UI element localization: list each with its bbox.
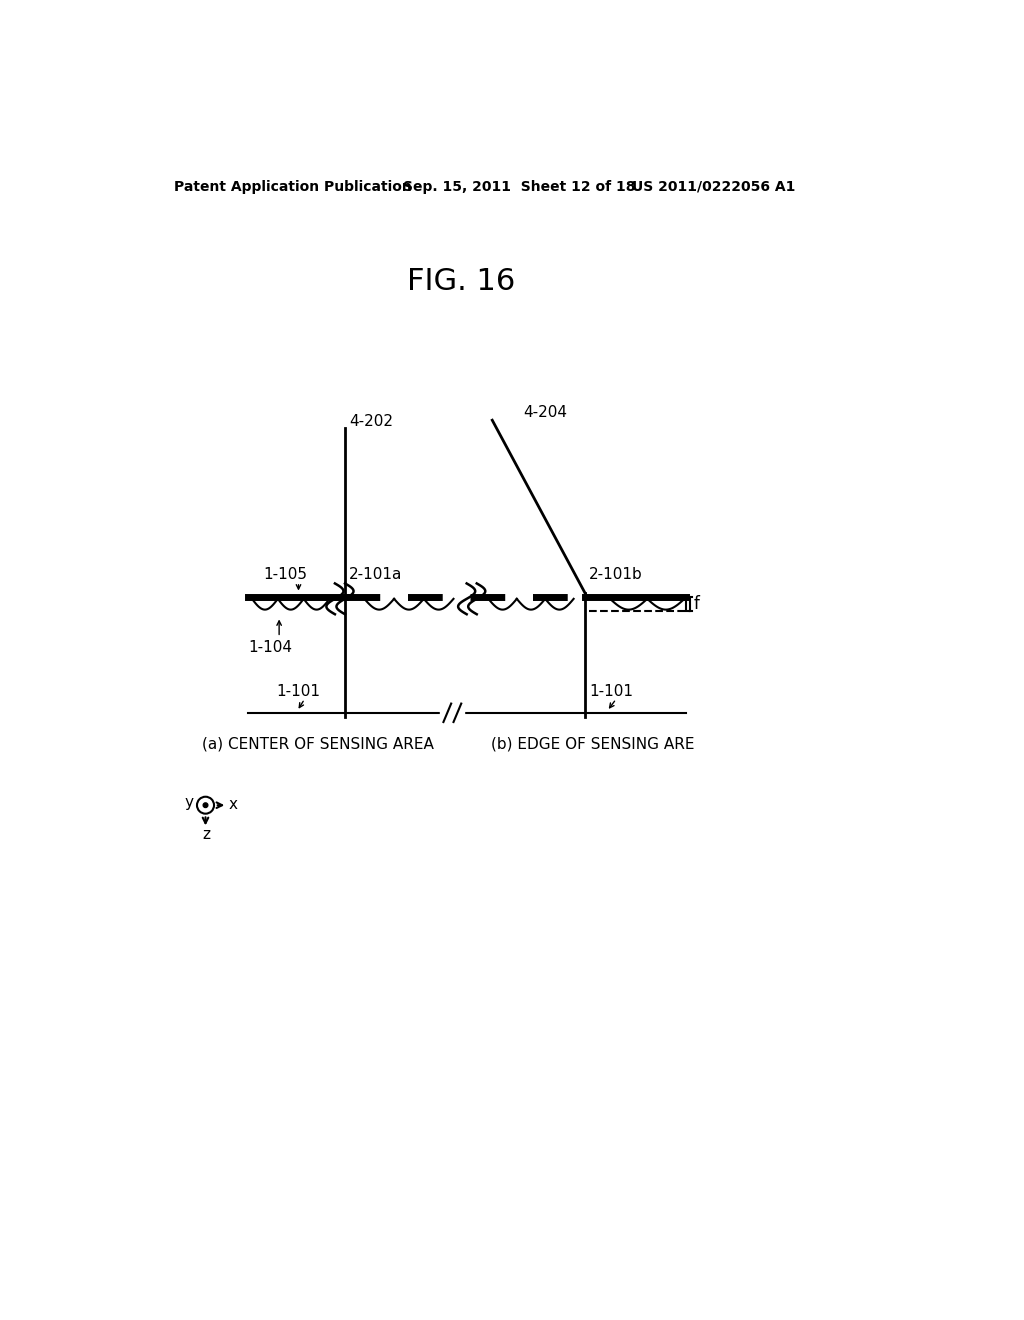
Text: Sep. 15, 2011  Sheet 12 of 18: Sep. 15, 2011 Sheet 12 of 18 [403,180,636,194]
Text: Patent Application Publication: Patent Application Publication [174,180,413,194]
Text: 1-101: 1-101 [276,684,321,698]
Text: z: z [203,826,210,842]
Text: 1-105: 1-105 [263,566,307,582]
Text: 2-101a: 2-101a [349,566,402,582]
Text: 2-101b: 2-101b [589,566,643,582]
Circle shape [203,803,208,808]
Text: 4-202: 4-202 [349,414,393,429]
Text: f: f [693,595,699,614]
Text: (a) CENTER OF SENSING AREA: (a) CENTER OF SENSING AREA [202,737,434,751]
Text: x: x [228,797,238,812]
Text: US 2011/0222056 A1: US 2011/0222056 A1 [632,180,795,194]
Text: 4-204: 4-204 [523,405,567,420]
Text: y: y [185,796,194,810]
Text: FIG. 16: FIG. 16 [408,267,515,296]
Text: 1-101: 1-101 [589,684,633,698]
Text: (b) EDGE OF SENSING ARE: (b) EDGE OF SENSING ARE [492,737,694,751]
Text: 1-104: 1-104 [248,640,292,655]
